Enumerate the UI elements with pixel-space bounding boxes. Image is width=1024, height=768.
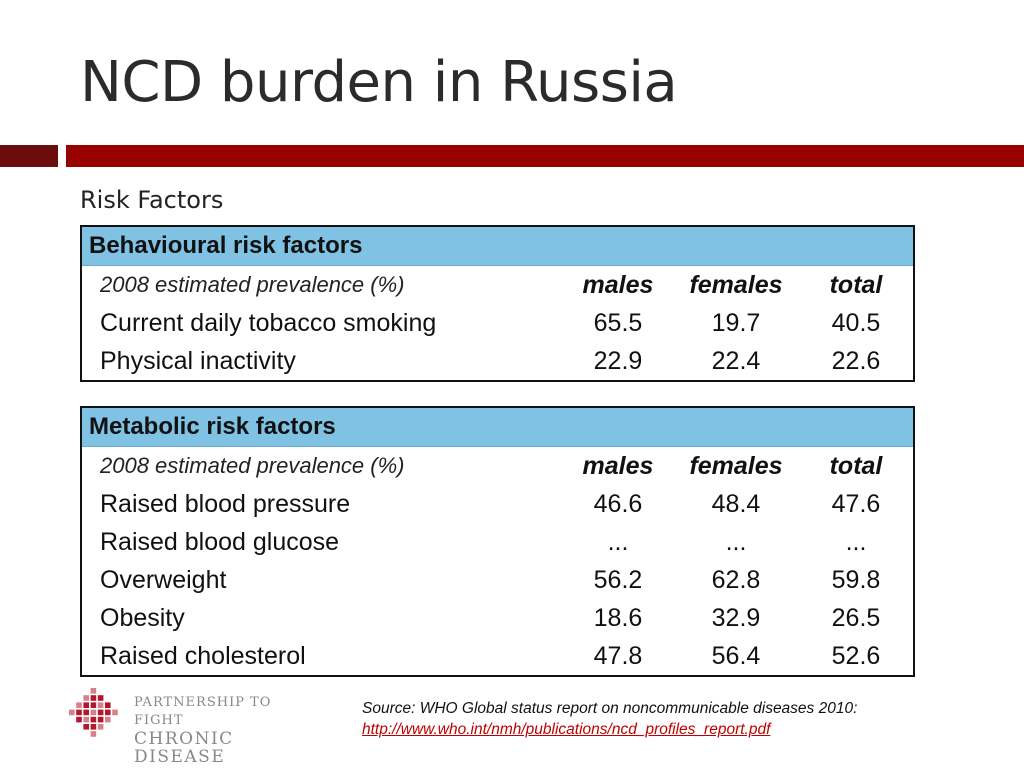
row-label: Raised blood pressure xyxy=(100,490,351,518)
cell-total: ... xyxy=(845,528,867,556)
cell-males: ... xyxy=(607,528,629,556)
cell-males: 46.6 xyxy=(593,490,643,518)
source-link[interactable]: http://www.who.int/nmh/publications/ncd_… xyxy=(362,721,771,738)
row-label: Obesity xyxy=(100,604,185,632)
source-text: Source: WHO Global status report on nonc… xyxy=(362,700,858,717)
cell-females: 32.9 xyxy=(711,604,761,632)
logo-line-2: CHRONIC DISEASE xyxy=(134,729,234,767)
metabolic-table-heading: Metabolic risk factors xyxy=(82,408,913,447)
source-note: Source: WHO Global status report on nonc… xyxy=(362,698,857,740)
row-label: Raised cholesterol xyxy=(100,642,306,670)
column-header-females: females xyxy=(689,452,783,480)
column-header-prevalence: 2008 estimated prevalence (%) xyxy=(100,272,405,297)
behavioural-column-header-row: 2008 estimated prevalence (%) males fema… xyxy=(82,266,913,304)
cell-total: 22.6 xyxy=(831,347,881,375)
column-header-total: total xyxy=(829,271,883,299)
logo-text: PARTNERSHIP TO FIGHT CHRONIC DISEASE xyxy=(134,694,326,766)
cross-mosaic-icon xyxy=(69,688,118,737)
table-row: Current daily tobacco smoking 65.5 19.7 … xyxy=(82,304,913,342)
cell-females: 22.4 xyxy=(711,347,761,375)
row-label: Raised blood glucose xyxy=(100,528,340,556)
cell-males: 22.9 xyxy=(593,347,643,375)
slide-title: NCD burden in Russia xyxy=(80,50,678,115)
column-header-males: males xyxy=(582,452,654,480)
row-label: Current daily tobacco smoking xyxy=(100,309,437,337)
cell-males: 56.2 xyxy=(593,566,643,594)
partnership-logo: PARTNERSHIP TO FIGHT CHRONIC DISEASE xyxy=(66,686,326,766)
behavioural-table-heading: Behavioural risk factors xyxy=(82,227,913,266)
table-row: Obesity 18.6 32.9 26.5 xyxy=(82,599,913,637)
logo-line-1: PARTNERSHIP TO FIGHT xyxy=(134,695,272,728)
cell-males: 18.6 xyxy=(593,604,643,632)
slide-subtitle: Risk Factors xyxy=(80,186,224,214)
accent-bar-left xyxy=(0,145,58,167)
metabolic-risk-table: Metabolic risk factors 2008 estimated pr… xyxy=(80,406,915,677)
column-header-females: females xyxy=(689,271,783,299)
cell-total: 40.5 xyxy=(831,309,881,337)
table-row: Raised blood glucose ... ... ... xyxy=(82,523,913,561)
cell-females: 56.4 xyxy=(711,642,761,670)
cell-females: 62.8 xyxy=(711,566,761,594)
accent-bar-right xyxy=(66,145,1024,167)
cell-males: 65.5 xyxy=(593,309,643,337)
column-header-total: total xyxy=(829,452,883,480)
cell-total: 26.5 xyxy=(831,604,881,632)
row-label: Physical inactivity xyxy=(100,347,296,375)
cell-females: 19.7 xyxy=(711,309,761,337)
table-row: Raised blood pressure 46.6 48.4 47.6 xyxy=(82,485,913,523)
cell-total: 59.8 xyxy=(831,566,881,594)
table-row: Overweight 56.2 62.8 59.8 xyxy=(82,561,913,599)
column-header-prevalence: 2008 estimated prevalence (%) xyxy=(100,453,405,478)
cell-total: 47.6 xyxy=(831,490,881,518)
column-header-males: males xyxy=(582,271,654,299)
cell-males: 47.8 xyxy=(593,642,643,670)
cell-total: 52.6 xyxy=(831,642,881,670)
table-row: Physical inactivity 22.9 22.4 22.6 xyxy=(82,342,913,380)
metabolic-column-header-row: 2008 estimated prevalence (%) males fema… xyxy=(82,447,913,485)
cell-females: ... xyxy=(725,528,747,556)
row-label: Overweight xyxy=(100,566,227,594)
cell-females: 48.4 xyxy=(711,490,761,518)
behavioural-risk-table: Behavioural risk factors 2008 estimated … xyxy=(80,225,915,382)
table-row: Raised cholesterol 47.8 56.4 52.6 xyxy=(82,637,913,675)
